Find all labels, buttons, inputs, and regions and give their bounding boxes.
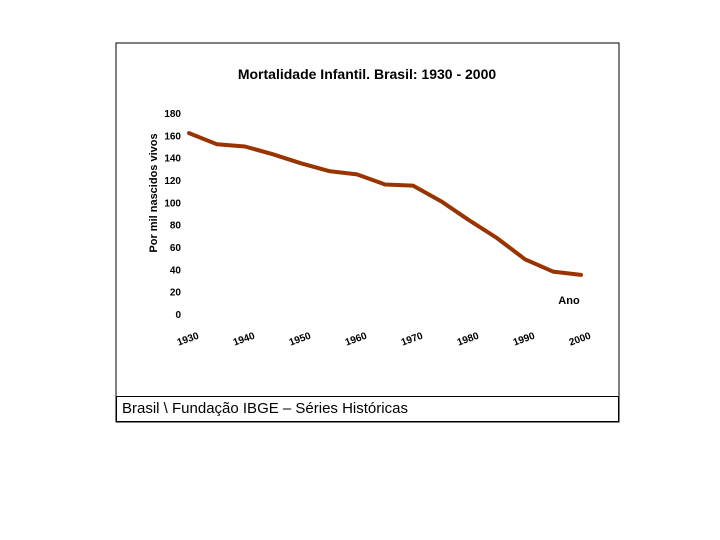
y-tick-label: 140: [164, 154, 181, 165]
y-tick-label: 100: [164, 198, 181, 209]
y-tick-label: 40: [170, 265, 182, 276]
chart-title: Mortalidade Infantil. Brasil: 1930 - 200…: [238, 66, 497, 82]
y-tick-label: 120: [164, 176, 181, 187]
y-axis-label: Por mil nascidos vivos: [148, 133, 160, 252]
y-tick-label: 80: [170, 221, 182, 232]
y-tick-label: 20: [170, 288, 182, 299]
y-tick-labels: 0 20 40 60 80 100 120 140 160 180: [164, 109, 181, 321]
y-tick-label: 180: [164, 109, 181, 120]
source-caption: Brasil \ Fundação IBGE – Séries Históric…: [122, 400, 408, 417]
y-tick-label: 160: [164, 131, 181, 142]
chart-frame: [115, 42, 620, 423]
x-axis-label: Ano: [558, 295, 580, 307]
y-tick-label: 0: [175, 310, 181, 321]
series-line: [187, 131, 583, 277]
y-tick-label: 60: [170, 243, 182, 254]
caption-box: [116, 396, 619, 422]
